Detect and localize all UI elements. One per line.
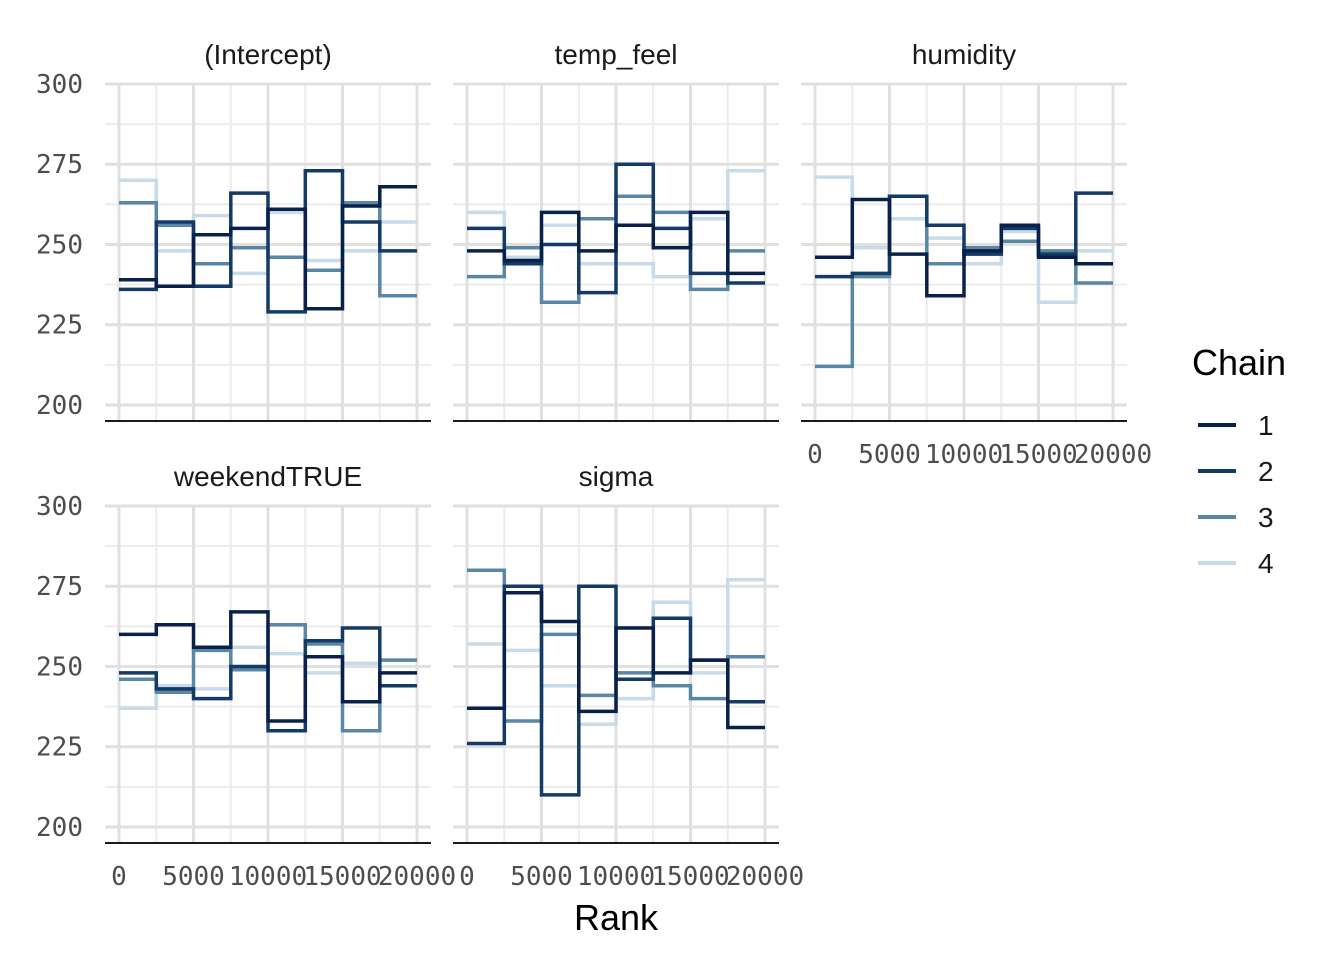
legend-label-chain-4: 4 [1258,548,1274,579]
y-tick-label: 250 [36,230,83,260]
y-tick-label: 275 [36,150,83,180]
chain-1-series [467,210,765,276]
y-tick-label: 225 [36,733,83,763]
legend-label-chain-3: 3 [1258,502,1274,533]
legend-label-chain-1: 1 [1258,410,1274,441]
facet-panel: weekendTRUE 200 225 250 275 300 0 5000 100001500… [36,461,456,892]
chain-1-series [815,197,1113,298]
facet-title: temp_feel [555,39,678,70]
chain-1-series [467,590,765,730]
x-tick-label: 20000 [378,862,456,892]
x-tick-label: 0 [111,862,127,892]
facet-panel: temp_feel [453,39,779,422]
x-tick-label: 5000 [858,440,921,470]
facet-title: (Intercept) [204,39,332,70]
x-tick-label: 15000 [651,862,729,892]
y-tick-label: 250 [36,652,83,682]
y-tick-label: 200 [36,391,83,421]
x-tick-label: 15000 [999,440,1077,470]
facet-title: sigma [579,461,654,492]
chain-2-series [815,191,1113,279]
x-tick-label: 10000 [925,440,1003,470]
x-tick-label: 5000 [162,862,225,892]
x-tick-label: 15000 [303,862,381,892]
x-axis-title: Rank [574,897,659,938]
facet-title: weekendTRUE [173,461,362,492]
facet-title: humidity [912,39,1016,70]
y-tick-label: 300 [36,70,83,100]
x-tick-label: 0 [459,862,475,892]
x-tick-label: 10000 [229,862,307,892]
chain-2-series [119,168,417,314]
y-tick-label: 300 [36,492,83,522]
x-tick-label: 20000 [726,862,804,892]
facet-panel: (Intercept) 200 225 250 275 300 [36,39,431,422]
chain-1-series [119,184,417,311]
legend-title: Chain [1192,342,1286,383]
legend-label-chain-2: 2 [1258,456,1274,487]
y-tick-label: 200 [36,813,83,843]
x-tick-label: 0 [807,440,823,470]
x-tick-label: 10000 [577,862,655,892]
y-tick-label: 275 [36,572,83,602]
legend: Chain 1 2 3 4 [1192,342,1286,579]
x-tick-label: 20000 [1074,440,1152,470]
y-tick-label: 225 [36,311,83,341]
facet-panels: (Intercept) 200 225 250 275 300 temp_feel humid… [36,39,1152,892]
chain-1-series [119,610,417,723]
x-tick-label: 5000 [510,862,573,892]
